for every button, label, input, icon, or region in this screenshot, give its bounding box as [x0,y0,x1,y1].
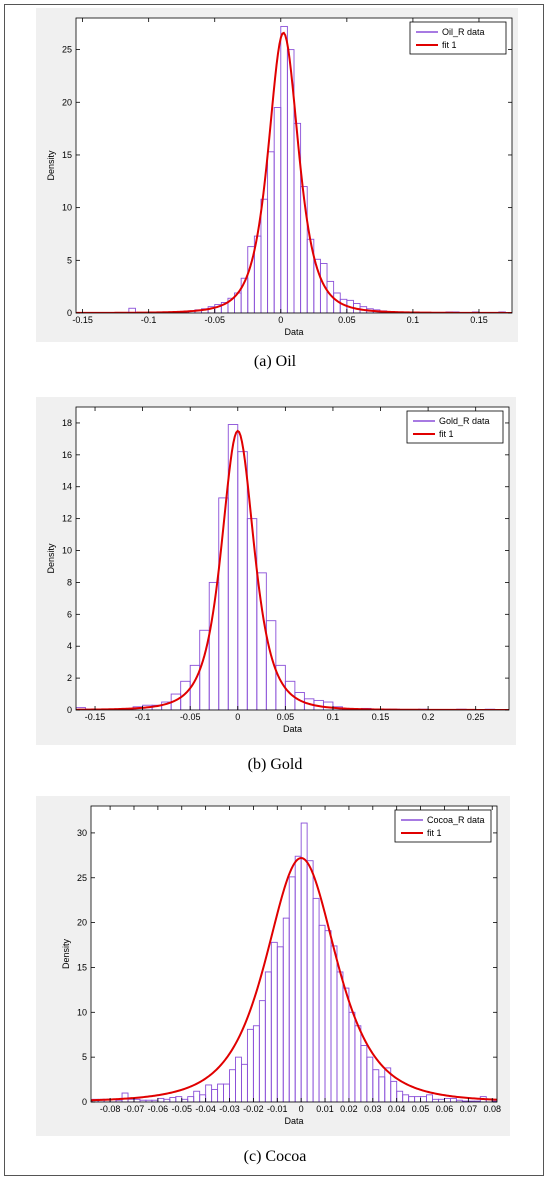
oil-histogram-chart: -0.15 -0.1 -0.05 0 0.05 0.1 0.15 0 5 10 15 20 25 Data… [46,17,513,337]
cocoa-legend: Cocoa_R data fit 1 [394,809,492,843]
oil-chart-panel: -0.15 -0.1 -0.05 0 0.05 0.1 0.15 0 5 10 15 20 25 Data… [36,8,518,342]
gold-caption: (b) Gold [247,756,303,773]
figure-frame [4,4,544,1176]
oil-y-axis-label: Density [46,150,56,181]
gold-chart-panel: -0.15 -0.1 -0.05 0 0.05 0.1 0.15 0.2 0.25 0 2 4 6 8 10… [36,397,516,745]
cocoa-x-tick-label: 0.01 [316,1104,334,1114]
cocoa-plot-area [91,806,497,1102]
oil-y-tick-label: 25 [62,45,72,55]
gold-y-tick-label: 16 [62,450,72,460]
oil-y-tick-label: 15 [62,150,72,160]
cocoa-axes-box [90,805,498,1103]
oil-y-tick-label: 5 [67,255,72,265]
oil-legend: Oil_R data fit 1 [409,21,507,55]
oil-x-tick-label: 0.05 [338,315,356,325]
cocoa-legend-box [394,809,492,843]
oil-x-tick-label: -0.1 [141,315,157,325]
cocoa-y-tick-label: 25 [77,873,87,883]
oil-x-tick-label: 0.1 [407,315,420,325]
gold-y-tick-label: 8 [67,577,72,587]
gold-y-tick-label: 4 [67,641,72,651]
oil-y-tick-label: 10 [62,203,72,213]
gold-legend: Gold_R data fit 1 [406,410,504,444]
gold-y-tick-label: 0 [67,705,72,715]
oil-caption: (a) Oil [253,353,297,370]
cocoa-x-tick-label: -0.03 [219,1104,240,1114]
gold-x-tick-label: -0.05 [180,712,201,722]
cocoa-caption: (c) Cocoa [243,1148,307,1165]
gold-x-axis-label: Data [283,724,302,734]
cocoa-chart-panel: -0.08 -0.07 -0.06 -0.05 -0.04 -0.03 -0.02 -0.01… [36,796,510,1136]
cocoa-x-tick-label: -0.07 [124,1104,145,1114]
cocoa-y-tick-label: 0 [82,1097,87,1107]
gold-y-tick-label: 2 [67,673,72,683]
oil-x-tick-label: 0.15 [470,315,488,325]
gold-y-tick-label: 10 [62,546,72,556]
cocoa-y-tick-label: 20 [77,918,87,928]
cocoa-x-tick-label: -0.08 [100,1104,121,1114]
gold-legend-box [406,410,504,444]
cocoa-x-tick-label: -0.02 [243,1104,264,1114]
gold-x-tick-label: -0.1 [135,712,151,722]
gold-x-tick-label: -0.15 [85,712,106,722]
oil-axes-box [75,17,513,314]
cocoa-x-tick-label: 0.02 [340,1104,358,1114]
gold-x-tick-label: 0.2 [422,712,435,722]
gold-y-axis-label: Density [46,543,56,574]
gold-x-tick-label: 0.15 [372,712,390,722]
cocoa-y-tick-label: 15 [77,962,87,972]
gold-x-tick-label: 0.1 [327,712,340,722]
oil-y-tick-label: 0 [67,308,72,318]
gold-y-tick-label: 18 [62,418,72,428]
cocoa-histogram-bar [426,1094,433,1102]
cocoa-legend-data-label: Cocoa_R data [427,815,485,825]
cocoa-x-tick-label: -0.04 [195,1104,216,1114]
gold-y-tick-label: 6 [67,609,72,619]
cocoa-y-axis-label: Density [61,938,71,969]
cocoa-x-tick-label: -0.05 [171,1104,192,1114]
oil-x-tick-label: 0 [278,315,283,325]
oil-x-tick-label: -0.05 [204,315,225,325]
oil-legend-data-label: Oil_R data [442,27,485,37]
cocoa-x-tick-label: 0 [299,1104,304,1114]
gold-axes-box [75,406,510,711]
cocoa-histogram-chart: -0.08 -0.07 -0.06 -0.05 -0.04 -0.03 -0.02 -0.01… [61,805,501,1126]
oil-legend-box [409,21,507,55]
oil-x-axis-label: Data [284,327,303,337]
gold-legend-data-label: Gold_R data [439,416,490,426]
cocoa-x-tick-label: -0.06 [148,1104,169,1114]
gold-x-tick-label: 0.25 [467,712,485,722]
cocoa-x-tick-label: 0.05 [412,1104,430,1114]
cocoa-x-tick-label: 0.08 [483,1104,501,1114]
oil-histogram-bar [128,307,136,313]
gold-x-tick-label: 0.05 [277,712,295,722]
gold-y-tick-label: 12 [62,514,72,524]
cocoa-y-tick-label: 30 [77,828,87,838]
cocoa-x-tick-label: 0.06 [436,1104,454,1114]
cocoa-fit-curve [91,857,497,1102]
cocoa-x-tick-label: 0.07 [460,1104,478,1114]
gold-x-tick-label: 0 [235,712,240,722]
oil-y-tick-label: 20 [62,97,72,107]
cocoa-x-tick-label: 0.03 [364,1104,382,1114]
cocoa-legend-fit-label: fit 1 [427,828,442,838]
oil-x-tick-label: -0.15 [72,315,93,325]
gold-y-tick-label: 14 [62,482,72,492]
cocoa-x-tick-label: 0.04 [388,1104,406,1114]
oil-legend-fit-label: fit 1 [442,40,457,50]
cocoa-x-axis-label: Data [284,1116,303,1126]
gold-histogram-chart: -0.15 -0.1 -0.05 0 0.05 0.1 0.15 0.2 0.25 0 2 4 6 8 10… [46,406,510,734]
gold-plot-area [76,407,509,710]
cocoa-y-tick-label: 10 [77,1007,87,1017]
gold-legend-fit-label: fit 1 [439,429,454,439]
cocoa-x-tick-label: -0.01 [267,1104,288,1114]
cocoa-y-tick-label: 5 [82,1052,87,1062]
